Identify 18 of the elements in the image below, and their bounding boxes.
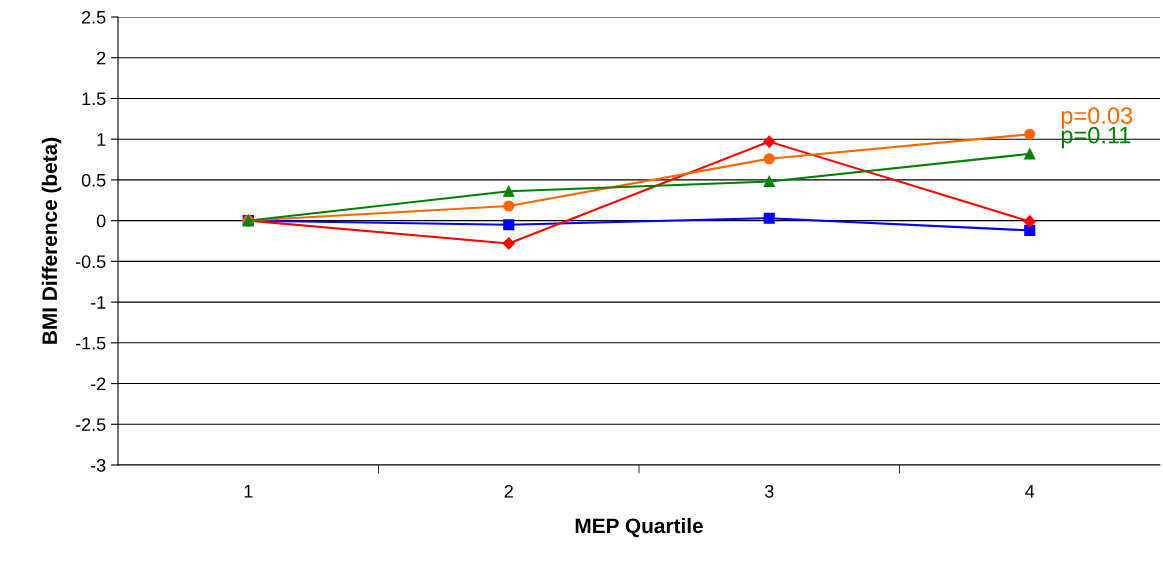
x-tick-label: 1 [244, 485, 253, 498]
y-tick-label: -2 [90, 377, 106, 391]
y-tick-label: -1 [90, 296, 106, 309]
y-tick-label: -2.5 [75, 418, 106, 431]
y-tick-label: 0 [96, 214, 106, 228]
x-tick-label: 4 [1025, 485, 1035, 498]
y-tick-label: 2 [97, 51, 106, 65]
y-axis-title: BMI Difference (beta) [41, 137, 62, 344]
y-tick-label: 0.5 [81, 173, 106, 187]
x-tick-label: 3 [764, 484, 774, 498]
y-tick-label: 1 [97, 133, 106, 146]
y-tick-label: -1.5 [75, 336, 106, 350]
x-axis-title: MEP Quartile [575, 517, 703, 538]
y-tick-label: -0.5 [75, 255, 106, 269]
y-tick-label: 2.5 [82, 10, 106, 24]
y-tick-label: 1.5 [82, 92, 106, 106]
x-tick-label: 2 [504, 484, 513, 498]
y-tick-label: -3 [90, 458, 106, 472]
